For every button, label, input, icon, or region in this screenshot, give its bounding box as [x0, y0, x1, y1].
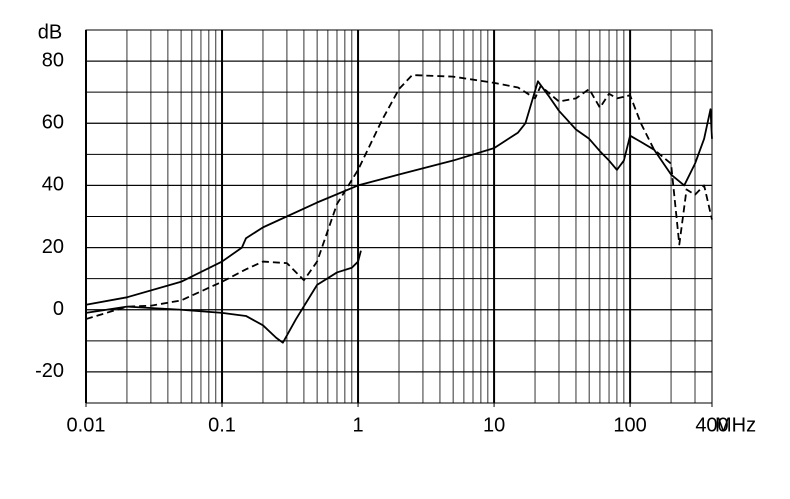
x-tick-label: 0.01	[67, 414, 106, 436]
x-tick-label: 100	[613, 414, 646, 436]
y-tick-label: 0	[53, 298, 64, 320]
x-tick-label: 10	[483, 414, 505, 436]
data-line	[85, 80, 713, 306]
y-axis-label: dB	[38, 21, 62, 43]
y-tick-label: 40	[42, 174, 64, 196]
y-tick-label: 60	[42, 112, 64, 134]
y-tick-label: 80	[42, 49, 64, 71]
y-tick-label: 20	[42, 236, 64, 258]
data-line	[85, 74, 713, 320]
x-tick-label: 1	[352, 414, 363, 436]
x-tick-label: 400	[695, 414, 728, 436]
x-tick-label: 0.1	[208, 414, 236, 436]
y-tick-label: -20	[35, 360, 64, 382]
x-axis-label: MHz	[715, 414, 756, 436]
data-line	[85, 250, 362, 344]
